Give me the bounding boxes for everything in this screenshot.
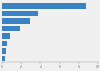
Bar: [2, 56, 5, 61]
Bar: [2, 41, 7, 46]
Bar: [2, 33, 10, 39]
Bar: [2, 11, 38, 16]
Bar: [2, 48, 6, 54]
Bar: [2, 18, 30, 24]
Bar: [2, 3, 86, 9]
Bar: [2, 26, 20, 31]
